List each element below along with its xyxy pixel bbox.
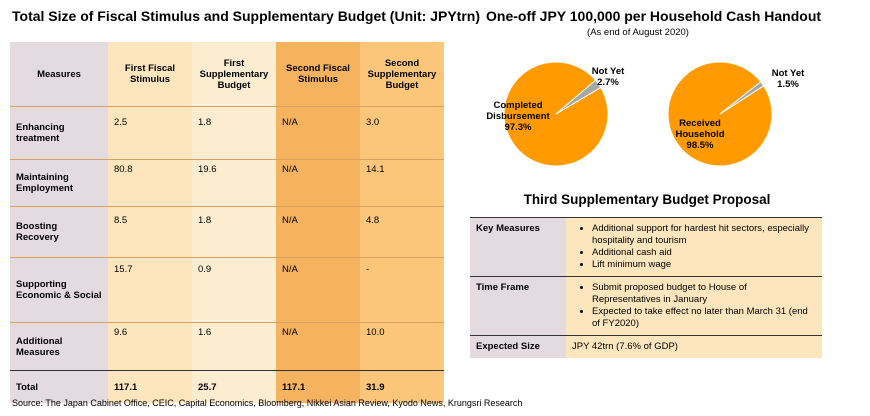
table-cell: N/A bbox=[276, 159, 360, 207]
table-header-row: Measures First Fiscal Stimulus First Sup… bbox=[10, 42, 444, 107]
measure-label: Maintaining Employment bbox=[10, 159, 108, 207]
total-cell: 31.9 bbox=[360, 370, 444, 403]
time-frame-label: Time Frame bbox=[470, 276, 566, 336]
measure-label: Supporting Economic & Social bbox=[10, 257, 108, 323]
budget-proposal-table: Key Measures Additional support for hard… bbox=[470, 217, 822, 358]
pie-slice-label: Received Household 98.5% bbox=[675, 118, 724, 151]
total-cell: 117.1 bbox=[108, 370, 192, 403]
pie-slice bbox=[555, 79, 602, 115]
table-cell: 14.1 bbox=[360, 159, 444, 207]
table-cell: 1.8 bbox=[192, 106, 276, 160]
total-cell: 117.1 bbox=[276, 370, 360, 403]
table-cell: 1.8 bbox=[192, 206, 276, 258]
table-cell: 10.0 bbox=[360, 322, 444, 371]
header-measures: Measures bbox=[10, 42, 108, 107]
table-row: Supporting Economic & Social 15.7 0.9 N/… bbox=[10, 257, 444, 323]
table-cell: 2.5 bbox=[108, 106, 192, 160]
expected-size-label: Expected Size bbox=[470, 335, 566, 358]
pie-slice bbox=[719, 81, 765, 115]
cash-handout-pie-charts: Completed Disbursement 97.3% Not Yet 2.7% Rec… bbox=[486, 61, 805, 167]
fiscal-stimulus-table: Measures First Fiscal Stimulus First Sup… bbox=[10, 42, 444, 403]
table-row: Boosting Recovery 8.5 1.8 N/A 4.8 bbox=[10, 206, 444, 258]
table-cell: N/A bbox=[276, 206, 360, 258]
header-first-fiscal-stimulus: First Fiscal Stimulus bbox=[108, 42, 192, 107]
measure-label: Additional Measures bbox=[10, 322, 108, 371]
table-cell: N/A bbox=[276, 322, 360, 371]
time-frame-list-cell: Submit proposed budget to House of Repre… bbox=[566, 276, 822, 336]
expected-size-value: JPY 42trn (7.6% of GDP) bbox=[566, 335, 822, 358]
table-cell: 19.6 bbox=[192, 159, 276, 207]
pie-slice-label: Not Yet 2.7% bbox=[592, 66, 625, 88]
key-measures-list-cell: Additional support for hardest hit secto… bbox=[566, 217, 822, 277]
table-cell: - bbox=[360, 257, 444, 323]
source-note: Source: The Japan Cabinet Office, CEIC, … bbox=[12, 398, 523, 408]
header-second-supplementary-budget: Second Supplementary Budget bbox=[360, 42, 444, 107]
table-total-row: Total 117.1 25.7 117.1 31.9 bbox=[10, 370, 444, 403]
table-cell: 0.9 bbox=[192, 257, 276, 323]
table-row: Maintaining Employment 80.8 19.6 N/A 14.… bbox=[10, 159, 444, 207]
measure-label: Boosting Recovery bbox=[10, 206, 108, 258]
key-measures-row: Key Measures Additional support for hard… bbox=[470, 217, 822, 277]
table-cell: 9.6 bbox=[108, 322, 192, 371]
cash-handout-subtitle: (As end of August 2020) bbox=[587, 27, 689, 38]
cash-handout-title: One-off JPY 100,000 per Household Cash H… bbox=[486, 8, 822, 24]
list-item: Submit proposed budget to House of Repre… bbox=[592, 282, 816, 306]
table-cell: 15.7 bbox=[108, 257, 192, 323]
table-cell: 1.6 bbox=[192, 322, 276, 371]
time-frame-list: Submit proposed budget to House of Repre… bbox=[572, 282, 816, 330]
table-row: Enhancing treatment 2.5 1.8 N/A 3.0 bbox=[10, 106, 444, 160]
measure-label: Enhancing treatment bbox=[10, 106, 108, 160]
table-row: Additional Measures 9.6 1.6 N/A 10.0 bbox=[10, 322, 444, 371]
key-measures-list: Additional support for hardest hit secto… bbox=[572, 223, 816, 271]
key-measures-label: Key Measures bbox=[470, 217, 566, 277]
pie-slice-label: Completed Disbursement 97.3% bbox=[486, 100, 550, 133]
list-item: Additional cash aid bbox=[592, 247, 816, 259]
table-cell: 3.0 bbox=[360, 106, 444, 160]
table-cell: 4.8 bbox=[360, 206, 444, 258]
table-cell: 8.5 bbox=[108, 206, 192, 258]
table-cell: N/A bbox=[276, 106, 360, 160]
total-label: Total bbox=[10, 370, 108, 403]
header-second-fiscal-stimulus: Second Fiscal Stimulus bbox=[276, 42, 360, 107]
header-first-supplementary-budget: First Supplementary Budget bbox=[192, 42, 276, 107]
table-cell: 80.8 bbox=[108, 159, 192, 207]
expected-size-row: Expected Size JPY 42trn (7.6% of GDP) bbox=[470, 335, 822, 358]
pie-slice-label: Not Yet 1.5% bbox=[772, 68, 805, 90]
fiscal-table-title: Total Size of Fiscal Stimulus and Supple… bbox=[12, 8, 481, 24]
list-item: Expected to take effect no later than Ma… bbox=[592, 306, 816, 330]
list-item: Additional support for hardest hit secto… bbox=[592, 223, 816, 247]
time-frame-row: Time Frame Submit proposed budget to Hou… bbox=[470, 276, 822, 336]
list-item: Lift minimum wage bbox=[592, 259, 816, 271]
total-cell: 25.7 bbox=[192, 370, 276, 403]
table-cell: N/A bbox=[276, 257, 360, 323]
budget-proposal-title: Third Supplementary Budget Proposal bbox=[523, 192, 771, 207]
